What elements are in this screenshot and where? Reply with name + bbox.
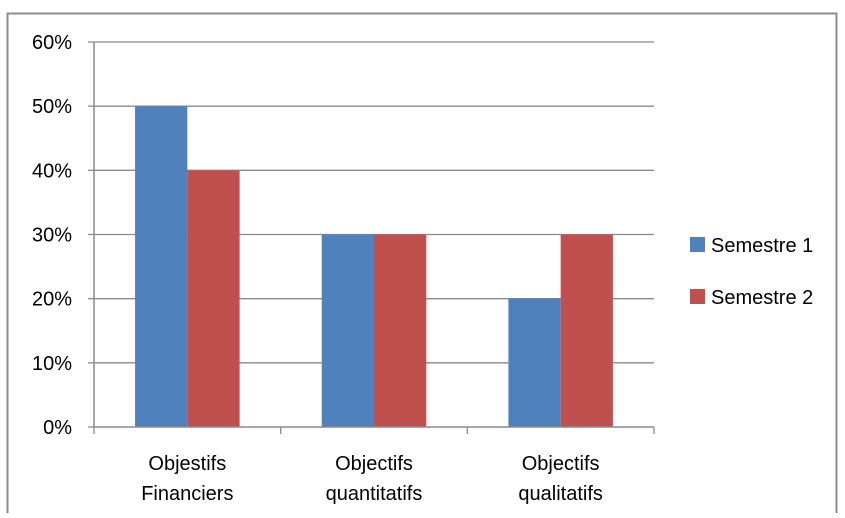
x-tick-label: Objestifs <box>148 453 226 475</box>
x-tick-label: quantitatifs <box>326 483 423 505</box>
bar-semestre-2 <box>187 170 240 428</box>
bar-semestre-2 <box>374 234 427 427</box>
legend: Semestre 1 Semestre 2 <box>690 235 813 309</box>
y-tick-label: 20% <box>32 289 72 311</box>
x-tick-label: Objectifs <box>522 453 600 475</box>
y-tick-label: 0% <box>43 417 72 439</box>
legend-label: Semestre 1 <box>711 235 813 257</box>
legend-swatch <box>690 289 705 304</box>
y-axis-tick-labels: 0% 10% 20% 30% 40% 50% 60% <box>32 32 72 439</box>
bar-semestre-2 <box>560 234 613 427</box>
y-tick-label: 30% <box>32 225 72 247</box>
bars <box>135 106 613 428</box>
y-tick-label: 50% <box>32 96 72 118</box>
y-tick-label: 60% <box>32 32 72 54</box>
bar-semestre-1 <box>135 106 188 428</box>
bar-semestre-1 <box>321 234 374 427</box>
legend-label: Semestre 2 <box>711 287 813 309</box>
y-tick-label: 10% <box>32 353 72 375</box>
axes <box>88 41 655 434</box>
y-tick-label: 40% <box>32 160 72 182</box>
x-tick-label: Financiers <box>141 483 233 505</box>
x-tick-label: qualitatifs <box>518 483 603 505</box>
bar-semestre-1 <box>508 298 561 427</box>
x-axis-tick-labels: Objestifs Financiers Objectifs quantitatifs… <box>141 453 603 505</box>
legend-swatch <box>690 237 705 252</box>
x-tick-label: Objectifs <box>335 453 413 475</box>
